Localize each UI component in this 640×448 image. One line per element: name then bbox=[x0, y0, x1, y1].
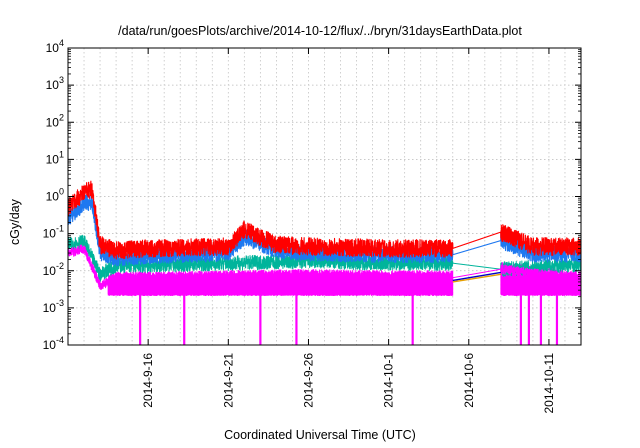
y-tick-label: 102 bbox=[46, 112, 64, 129]
x-tick-label: 2014-10-11 bbox=[542, 353, 556, 414]
y-tick-label: 103 bbox=[46, 75, 64, 92]
y-tick-label: 10-3 bbox=[43, 298, 64, 315]
y-tick-label: 101 bbox=[46, 149, 64, 166]
y-tick-label: 10-1 bbox=[43, 224, 64, 241]
y-tick-label: 10-4 bbox=[43, 335, 64, 352]
chart-title: /data/run/goesPlots/archive/2014-10-12/f… bbox=[118, 24, 522, 38]
series-layer bbox=[67, 180, 582, 345]
x-tick-label: 2014-9-21 bbox=[221, 353, 235, 408]
plot-frame bbox=[67, 47, 582, 346]
x-tick-label: 2014-9-26 bbox=[301, 353, 315, 408]
x-axis-label: Coordinated Universal Time (UTC) bbox=[224, 428, 416, 442]
series-navy bbox=[452, 271, 501, 282]
x-tick-label: 2014-10-1 bbox=[382, 353, 396, 408]
y-tick-label: 10-2 bbox=[43, 261, 64, 278]
x-tick-label: 2014-10-6 bbox=[462, 353, 476, 408]
y-tick-label: 100 bbox=[46, 187, 64, 204]
series-magenta bbox=[67, 244, 582, 291]
magenta-band bbox=[107, 262, 582, 296]
series-orange bbox=[452, 273, 501, 283]
axes-layer: 10-4 10-3 10-2 10-1 100 101 102 103 104 2014-9-16… bbox=[43, 38, 582, 414]
y-tick-label: 104 bbox=[46, 38, 64, 55]
y-axis-label: cGy/day bbox=[8, 199, 22, 245]
x-tick-label: 2014-9-16 bbox=[141, 353, 155, 408]
series-red bbox=[67, 180, 582, 260]
grid-lines bbox=[68, 48, 581, 345]
